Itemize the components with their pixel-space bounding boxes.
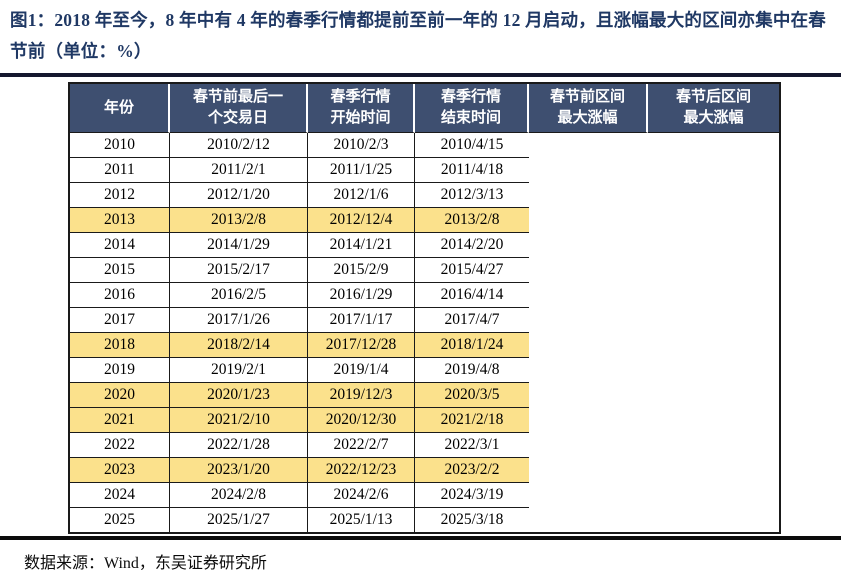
rally-start-date-cell: 2012/1/6 xyxy=(308,183,415,208)
rally-end-date-cell: 2024/3/19 xyxy=(415,483,529,508)
rally-end-date-cell: 2016/4/14 xyxy=(415,283,529,308)
table-body: 2010 2010/2/12 2010/2/3 2010/4/15 2011 2011/2… xyxy=(70,133,779,532)
rally-end-date-cell: 2019/4/8 xyxy=(415,358,529,383)
year-cell: 2014 xyxy=(70,233,170,258)
rally-end-date-cell: 2013/2/8 xyxy=(415,208,529,233)
last-trading-day-cell: 2024/2/8 xyxy=(170,483,308,508)
rally-start-date-cell: 2011/1/25 xyxy=(308,158,415,183)
rally-end-date-cell: 2012/3/13 xyxy=(415,183,529,208)
rally-end-date-cell: 2014/2/20 xyxy=(415,233,529,258)
last-trading-day-cell: 2020/1/23 xyxy=(170,383,308,408)
table-row-2015: 2015 2015/2/17 2015/2/9 2015/4/27 xyxy=(70,258,779,283)
year-cell: 2013 xyxy=(70,208,170,233)
header-row: 年份 春节前最后一 个交易日 春季行情 开始时间 春季行情 结束时间 春节前区间 最大涨… xyxy=(70,84,779,133)
year-cell: 2025 xyxy=(70,508,170,532)
table-row-2011: 2011 2011/2/1 2011/1/25 2011/4/18 xyxy=(70,158,779,183)
rally-start-date-cell: 2025/1/13 xyxy=(308,508,415,532)
rally-start-date-cell: 2010/2/3 xyxy=(308,133,415,158)
column-header-5: 春节后区间 最大涨幅 xyxy=(648,84,779,133)
last-trading-day-cell: 2010/2/12 xyxy=(170,133,308,158)
rally-start-date-cell: 2016/1/29 xyxy=(308,283,415,308)
table-row-2010: 2010 2010/2/12 2010/2/3 2010/4/15 xyxy=(70,133,779,158)
table-row-2017: 2017 2017/1/26 2017/1/17 2017/4/7 xyxy=(70,308,779,333)
data-source-note: 数据来源：Wind，东吴证券研究所 xyxy=(24,555,267,572)
rally-end-date-cell: 2017/4/7 xyxy=(415,308,529,333)
rally-start-date-cell: 2022/12/23 xyxy=(308,458,415,483)
year-cell: 2012 xyxy=(70,183,170,208)
year-cell: 2022 xyxy=(70,433,170,458)
table-row-2018: 2018 2018/2/14 2017/12/28 2018/1/24 xyxy=(70,333,779,358)
year-cell: 2019 xyxy=(70,358,170,383)
last-trading-day-cell: 2025/1/27 xyxy=(170,508,308,532)
table-row-2012: 2012 2012/1/20 2012/1/6 2012/3/13 xyxy=(70,183,779,208)
last-trading-day-cell: 2013/2/8 xyxy=(170,208,308,233)
last-trading-day-cell: 2012/1/20 xyxy=(170,183,308,208)
table-container: 年份 春节前最后一 个交易日 春季行情 开始时间 春季行情 结束时间 春节前区间 最大涨… xyxy=(68,82,781,534)
rally-start-date-cell: 2022/2/7 xyxy=(308,433,415,458)
last-trading-day-cell: 2019/2/1 xyxy=(170,358,308,383)
rally-end-date-cell: 2018/1/24 xyxy=(415,333,529,358)
year-cell: 2016 xyxy=(70,283,170,308)
column-header-4: 春节前区间 最大涨幅 xyxy=(529,84,648,133)
year-cell: 2011 xyxy=(70,158,170,183)
last-trading-day-cell: 2023/1/20 xyxy=(170,458,308,483)
rally-end-date-cell: 2023/2/2 xyxy=(415,458,529,483)
rally-end-date-cell: 2011/4/18 xyxy=(415,158,529,183)
rally-start-date-cell: 2014/1/21 xyxy=(308,233,415,258)
year-cell: 2010 xyxy=(70,133,170,158)
year-cell: 2024 xyxy=(70,483,170,508)
table-row-2014: 2014 2014/1/29 2014/1/21 2014/2/20 xyxy=(70,233,779,258)
last-trading-day-cell: 2015/2/17 xyxy=(170,258,308,283)
column-header-0: 年份 xyxy=(70,84,170,133)
rally-end-date-cell: 2021/2/18 xyxy=(415,408,529,433)
rally-end-date-cell: 2020/3/5 xyxy=(415,383,529,408)
year-cell: 2018 xyxy=(70,333,170,358)
year-cell: 2021 xyxy=(70,408,170,433)
last-trading-day-cell: 2016/2/5 xyxy=(170,283,308,308)
footer-divider xyxy=(0,536,841,540)
rally-start-date-cell: 2012/12/4 xyxy=(308,208,415,233)
year-cell: 2023 xyxy=(70,458,170,483)
last-trading-day-cell: 2022/1/28 xyxy=(170,433,308,458)
spring-rally-table: 年份 春节前最后一 个交易日 春季行情 开始时间 春季行情 结束时间 春节前区间 最大涨… xyxy=(68,82,781,534)
rally-start-date-cell: 2017/12/28 xyxy=(308,333,415,358)
table-row-2021: 2021 2021/2/10 2020/12/30 2021/2/18 xyxy=(70,408,779,433)
column-header-3: 春季行情 结束时间 xyxy=(415,84,529,133)
table-row-2022: 2022 2022/1/28 2022/2/7 2022/3/1 xyxy=(70,433,779,458)
year-cell: 2020 xyxy=(70,383,170,408)
table-row-2016: 2016 2016/2/5 2016/1/29 2016/4/14 xyxy=(70,283,779,308)
year-cell: 2017 xyxy=(70,308,170,333)
rally-start-date-cell: 2017/1/17 xyxy=(308,308,415,333)
last-trading-day-cell: 2014/1/29 xyxy=(170,233,308,258)
table-row-2013: 2013 2013/2/8 2012/12/4 2013/2/8 xyxy=(70,208,779,233)
column-header-2: 春季行情 开始时间 xyxy=(308,84,415,133)
rally-start-date-cell: 2015/2/9 xyxy=(308,258,415,283)
last-trading-day-cell: 2017/1/26 xyxy=(170,308,308,333)
table-header: 年份 春节前最后一 个交易日 春季行情 开始时间 春季行情 结束时间 春节前区间 最大涨… xyxy=(70,84,779,133)
rally-start-date-cell: 2019/12/3 xyxy=(308,383,415,408)
table-row-2025: 2025 2025/1/27 2025/1/13 2025/3/18 xyxy=(70,508,779,532)
rally-start-date-cell: 2024/2/6 xyxy=(308,483,415,508)
column-header-1: 春节前最后一 个交易日 xyxy=(170,84,308,133)
rally-end-date-cell: 2022/3/1 xyxy=(415,433,529,458)
rally-end-date-cell: 2015/4/27 xyxy=(415,258,529,283)
last-trading-day-cell: 2011/2/1 xyxy=(170,158,308,183)
rally-end-date-cell: 2025/3/18 xyxy=(415,508,529,532)
rally-end-date-cell: 2010/4/15 xyxy=(415,133,529,158)
last-trading-day-cell: 2021/2/10 xyxy=(170,408,308,433)
title-divider xyxy=(0,73,841,77)
rally-start-date-cell: 2019/1/4 xyxy=(308,358,415,383)
year-cell: 2015 xyxy=(70,258,170,283)
figure-title: 图1：2018 年至今，8 年中有 4 年的春季行情都提前至前一年的 12 月启… xyxy=(10,10,826,61)
table-row-2023: 2023 2023/1/20 2022/12/23 2023/2/2 xyxy=(70,458,779,483)
table-row-2019: 2019 2019/2/1 2019/1/4 2019/4/8 xyxy=(70,358,779,383)
table-row-2024: 2024 2024/2/8 2024/2/6 2024/3/19 xyxy=(70,483,779,508)
last-trading-day-cell: 2018/2/14 xyxy=(170,333,308,358)
table-row-2020: 2020 2020/1/23 2019/12/3 2020/3/5 xyxy=(70,383,779,408)
rally-start-date-cell: 2020/12/30 xyxy=(308,408,415,433)
